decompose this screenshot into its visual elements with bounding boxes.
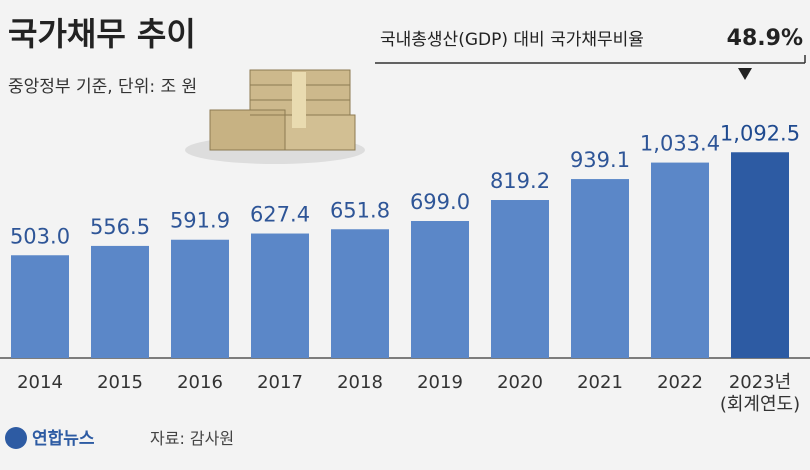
x-tick-label: 2019 <box>417 372 463 393</box>
value-label: 627.4 <box>250 203 310 227</box>
value-label: 503.0 <box>10 224 70 248</box>
value-label: 651.8 <box>330 198 390 222</box>
value-label: 556.5 <box>90 215 150 239</box>
x-tick-label: 2021 <box>577 372 623 393</box>
bar <box>731 152 789 358</box>
annotation: 국내총생산(GDP) 대비 국가채무비율 48.9% <box>375 26 806 80</box>
bar <box>331 229 389 358</box>
bar <box>571 179 629 358</box>
x-tick-label: 2014 <box>17 372 63 393</box>
annotation-text: 국내총생산(GDP) 대비 국가채무비율 <box>380 30 644 50</box>
bar <box>11 255 69 358</box>
annotation-ratio: 48.9% <box>727 26 803 51</box>
value-label: 591.9 <box>170 209 230 233</box>
x-tick-label: 2016 <box>177 372 223 393</box>
bar <box>651 162 709 358</box>
x-tick-label: 2022 <box>657 372 703 393</box>
x-tick-label: 2018 <box>337 372 383 393</box>
bar <box>91 245 149 358</box>
bar <box>171 239 229 358</box>
money-illustration <box>185 69 365 164</box>
chart-subtitle: 중앙정부 기준, 단위: 조 원 <box>8 77 197 97</box>
bar <box>411 221 469 358</box>
x-tick-label: 2020 <box>497 372 543 393</box>
x-tick-label: 2023년 (회계연도) <box>719 372 801 415</box>
value-label: 699.0 <box>410 190 470 214</box>
value-label: 819.2 <box>490 169 550 193</box>
x-tick-label: 2017 <box>257 372 303 393</box>
value-label: 1,092.5 <box>720 121 800 145</box>
x-tick-label: 2015 <box>97 372 143 393</box>
value-label: 939.1 <box>570 148 630 172</box>
source: 자료: 감사원 <box>150 429 234 448</box>
chart-title: 국가채무 추이 <box>8 15 196 53</box>
logo: 연합뉴스 <box>32 428 95 449</box>
bar <box>251 233 309 358</box>
logo-icon <box>5 427 27 449</box>
bar <box>491 200 549 358</box>
value-label: 1,033.4 <box>640 132 720 156</box>
